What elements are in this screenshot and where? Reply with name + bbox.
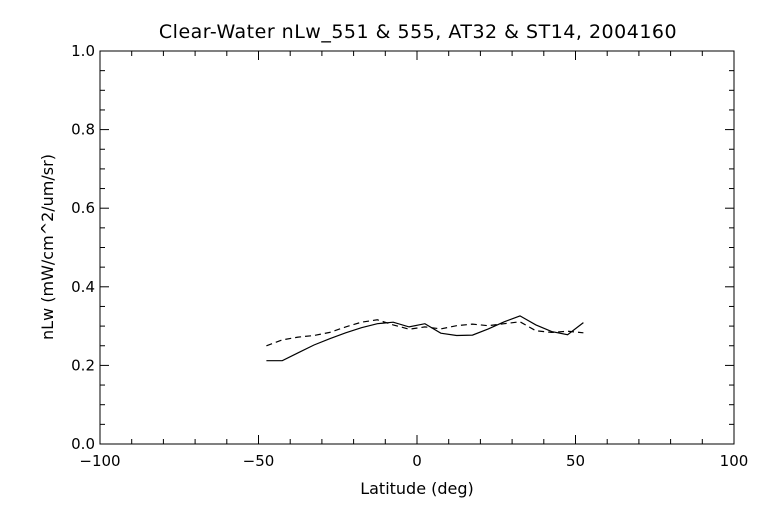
x-tick-label: 0 xyxy=(412,452,422,470)
y-axis-label: nLw (mW/cm^2/um/sr) xyxy=(38,154,57,340)
x-axis-label: Latitude (deg) xyxy=(360,479,474,498)
y-tick-label: 0.6 xyxy=(71,199,95,217)
y-tick-label: 0.8 xyxy=(71,121,95,139)
axis-ticks xyxy=(99,50,735,445)
y-tick-label: 1.0 xyxy=(71,42,95,60)
solid-series-line xyxy=(266,315,584,362)
series-group xyxy=(266,315,584,362)
plot-frame xyxy=(99,50,735,445)
chart-title: Clear-Water nLw_551 & 555, AT32 & ST14, … xyxy=(159,21,677,43)
x-tick-label: −100 xyxy=(79,452,120,470)
dashed-series-line xyxy=(266,319,584,347)
y-tick-label: 0.0 xyxy=(71,435,95,453)
y-tick-label: 0.2 xyxy=(71,356,95,374)
y-tick-label: 0.4 xyxy=(71,278,95,296)
tick-labels: −100 −50 0 50 100 0.0 0.2 0.4 0.6 0.8 1.0 xyxy=(71,42,748,470)
x-tick-label: 100 xyxy=(720,452,749,470)
x-tick-label: 50 xyxy=(566,452,585,470)
x-tick-label: −50 xyxy=(243,452,275,470)
